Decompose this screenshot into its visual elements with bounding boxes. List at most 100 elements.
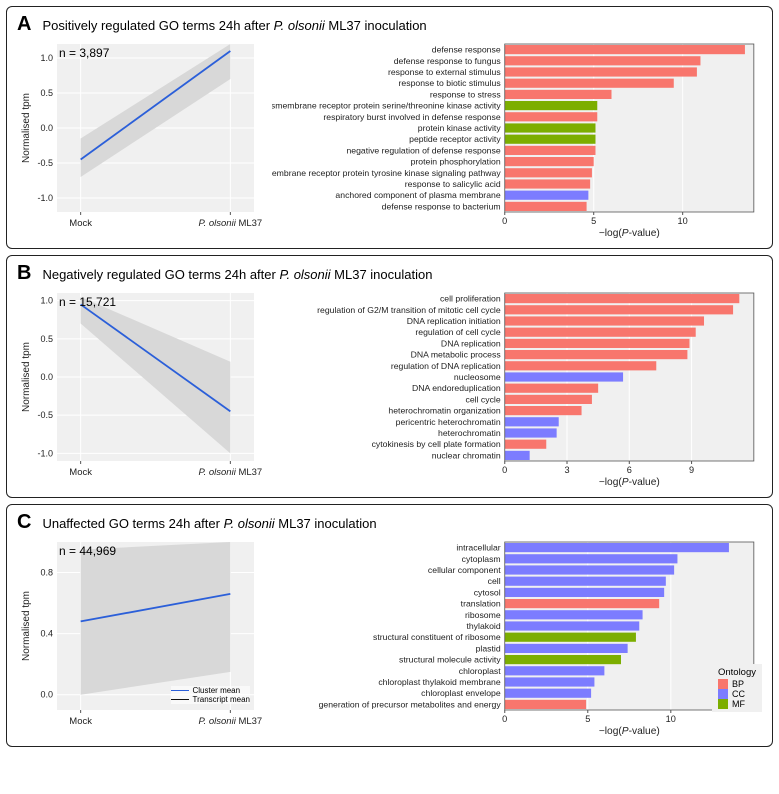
go-term-bar (505, 339, 690, 348)
go-term-label: regulation of cell cycle (415, 327, 500, 337)
go-term-bar (505, 621, 640, 630)
svg-text:10: 10 (666, 714, 676, 724)
go-term-label: pericentric heterochromatin (396, 417, 501, 427)
bar-chart: 0 5 10 intracellularcytoplasmcellular compo… (272, 536, 762, 736)
svg-text:0: 0 (502, 714, 507, 724)
go-term-label: cytokinesis by cell plate formation (372, 439, 501, 449)
go-term-label: transmembrane receptor protein tyrosine … (272, 168, 501, 178)
go-term-bar (505, 135, 596, 144)
svg-text:P. olsonii ML37: P. olsonii ML37 (198, 716, 262, 727)
svg-text:−log(P-value): −log(P-value) (599, 726, 660, 736)
go-term-bar (505, 90, 612, 99)
bar-chart: 0369cell proliferationregulation of G2/M… (272, 287, 762, 487)
go-term-label: chloroplast envelope (421, 688, 501, 698)
svg-text:10: 10 (678, 216, 688, 226)
go-term-bar (505, 112, 598, 121)
panel-A: APositively regulated GO terms 24h after… (6, 6, 773, 249)
go-term-bar (505, 666, 605, 675)
svg-text:Mock: Mock (69, 716, 92, 727)
go-term-label: response to stress (430, 89, 501, 99)
go-term-label: transmembrane receptor protein serine/th… (272, 101, 501, 111)
svg-text:−log(P-value): −log(P-value) (599, 477, 660, 487)
go-term-bar (505, 67, 697, 76)
go-term-label: response to salicylic acid (405, 179, 501, 189)
go-term-label: cellular component (428, 565, 501, 575)
go-term-label: protein phosphorylation (411, 157, 501, 167)
go-term-label: regulation of DNA replication (391, 361, 501, 371)
go-term-label: plastid (476, 643, 501, 653)
go-term-label: nucleosome (454, 372, 501, 382)
go-term-label: cell proliferation (440, 294, 501, 304)
go-term-label: DNA metabolic process (411, 350, 501, 360)
go-term-bar (505, 45, 745, 54)
go-term-bar (505, 554, 678, 563)
go-term-bar (505, 191, 589, 200)
go-term-label: respiratory burst involved in defense re… (323, 112, 501, 122)
go-term-label: defense response to fungus (394, 56, 501, 66)
go-term-bar (505, 168, 592, 177)
go-term-label: heterochromatin (438, 428, 501, 438)
svg-text:-0.5: -0.5 (37, 158, 53, 168)
svg-text:0.0: 0.0 (40, 123, 53, 133)
go-term-bar (505, 384, 598, 393)
svg-text:Mock: Mock (69, 467, 92, 478)
svg-text:0: 0 (502, 465, 507, 475)
svg-text:0: 0 (502, 216, 507, 226)
go-term-bar (505, 689, 591, 698)
go-term-bar (505, 655, 621, 664)
go-term-label: DNA replication (441, 338, 501, 348)
go-term-label: response to biotic stimulus (399, 78, 501, 88)
svg-text:6: 6 (627, 465, 632, 475)
svg-text:Normalised tpm: Normalised tpm (21, 342, 32, 412)
panel-letter: B (17, 262, 31, 285)
line-chart: n = 44,9690.00.40.8MockP. olsonii ML37No… (17, 536, 262, 736)
go-term-bar (505, 440, 547, 449)
go-term-bar (505, 294, 740, 303)
go-term-label: structural constituent of ribosome (373, 632, 501, 642)
svg-text:1.0: 1.0 (40, 53, 53, 63)
go-term-bar (505, 328, 696, 337)
ontology-legend: OntologyBPCCMF (712, 664, 762, 712)
go-term-label: response to external stimulus (388, 67, 501, 77)
svg-text:Normalised tpm: Normalised tpm (21, 93, 32, 163)
svg-text:5: 5 (591, 216, 596, 226)
line-chart: n = 3,897-1.0-0.50.00.51.0MockP. olsonii… (17, 38, 262, 238)
panel-B: B Negatively regulated GO terms 24h after… (6, 255, 773, 498)
svg-text:Mock: Mock (69, 218, 92, 229)
go-term-bar (505, 565, 674, 574)
svg-text:0.0: 0.0 (40, 372, 53, 382)
legend-item: CC (718, 689, 756, 699)
go-term-bar (505, 157, 594, 166)
go-term-bar (505, 599, 659, 608)
panel-letter: C (17, 511, 31, 534)
go-term-label: thylakoid (466, 621, 500, 631)
go-term-bar (505, 428, 557, 437)
go-term-bar (505, 633, 636, 642)
go-term-bar (505, 101, 598, 110)
go-term-bar (505, 146, 596, 155)
svg-text:-1.0: -1.0 (37, 193, 53, 203)
go-term-bar (505, 350, 688, 359)
go-term-bar (505, 451, 530, 460)
bar-chart: 0510defense responsedefense response to … (272, 38, 762, 238)
svg-text:0.5: 0.5 (40, 88, 53, 98)
go-term-bar (505, 361, 657, 370)
go-term-label: cytoplasm (462, 554, 501, 564)
go-term-label: anchored component of plasma membrane (335, 190, 500, 200)
go-term-bar (505, 677, 595, 686)
go-term-bar (505, 372, 623, 381)
go-term-bar (505, 543, 729, 552)
go-term-bar (505, 123, 596, 132)
go-term-label: heterochromatin organization (388, 406, 500, 416)
svg-text:0.8: 0.8 (40, 568, 53, 578)
go-term-label: cytosol (474, 587, 501, 597)
go-term-label: chloroplast (459, 666, 502, 676)
go-term-bar (505, 417, 559, 426)
svg-text:-0.5: -0.5 (37, 410, 53, 420)
go-term-label: ribosome (465, 610, 501, 620)
svg-text:5: 5 (585, 714, 590, 724)
panel-title: Negatively regulated GO terms 24h after … (42, 267, 432, 282)
go-term-bar (505, 56, 701, 65)
go-term-label: intracellular (456, 543, 500, 553)
go-term-label: regulation of G2/M transition of mitotic… (317, 305, 501, 315)
